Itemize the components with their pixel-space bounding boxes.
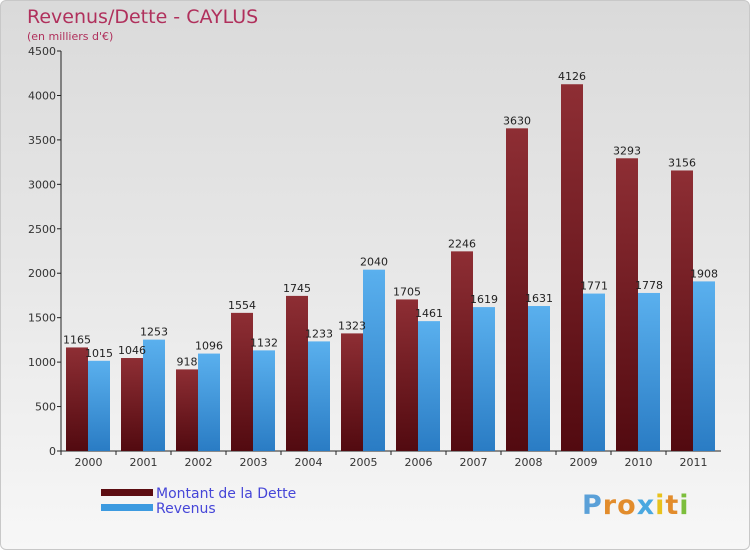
- y-tick-label: 1000: [28, 356, 56, 369]
- data-label: 2246: [448, 237, 476, 250]
- bar-revenus-2005: [363, 269, 385, 451]
- bar-dette-2001: [121, 358, 143, 451]
- data-label: 1165: [63, 333, 91, 346]
- x-tick-label: 2009: [570, 456, 598, 469]
- data-label: 1619: [470, 293, 498, 306]
- x-tick-label: 2010: [625, 456, 653, 469]
- chart-title: Revenus/Dette - CAYLUS: [27, 6, 259, 28]
- data-label: 1253: [140, 326, 168, 339]
- y-tick-label: 3500: [28, 134, 56, 147]
- bars: [66, 84, 715, 452]
- x-tick-label: 2002: [185, 456, 213, 469]
- data-label: 3630: [503, 114, 531, 127]
- logo-letter: x: [636, 490, 656, 521]
- bar-revenus-2006: [418, 321, 440, 451]
- chart-subtitle: (en milliers d'€): [27, 30, 114, 43]
- x-tick-label: 2005: [350, 456, 378, 469]
- bar-revenus-2004: [308, 341, 330, 451]
- data-label: 918: [177, 355, 198, 368]
- legend-swatch-debt: [101, 488, 153, 496]
- data-label: 1046: [118, 344, 146, 357]
- x-tick-label: 2007: [460, 456, 488, 469]
- bar-revenus-2002: [198, 353, 220, 451]
- y-tick-label: 500: [35, 401, 56, 414]
- bar-dette-2009: [561, 84, 583, 451]
- data-label: 1554: [228, 299, 256, 312]
- y-tick-label: 4000: [28, 89, 56, 102]
- bar-revenus-2011: [693, 281, 715, 451]
- legend-item-revenus: Revenus: [101, 501, 216, 517]
- data-label: 1778: [635, 279, 663, 292]
- data-label: 1233: [305, 327, 333, 340]
- legend-label-debt: Montant de la Dette: [156, 486, 297, 502]
- y-tick-label: 4500: [28, 45, 56, 58]
- x-tick-label: 2011: [680, 456, 708, 469]
- data-label: 1015: [85, 347, 113, 360]
- data-label: 1132: [250, 336, 278, 349]
- logo-letter: r: [602, 490, 618, 521]
- bar-dette-2011: [671, 170, 693, 451]
- y-tick-label: 2500: [28, 223, 56, 236]
- bar-dette-2006: [396, 299, 418, 451]
- bar-dette-2005: [341, 333, 363, 451]
- proxiti-logo: Proxiti: [582, 490, 690, 521]
- data-label: 1908: [690, 267, 718, 280]
- x-tick-label: 2006: [405, 456, 433, 469]
- y-tick-label: 1500: [28, 312, 56, 325]
- bar-revenus-2008: [528, 306, 550, 451]
- axes: 0 500 1000 1500 2000 2500 3000 3500 4000 4500 2000…: [28, 45, 721, 469]
- bar-revenus-2009: [583, 293, 605, 451]
- data-label: 1461: [415, 307, 443, 320]
- y-tick-label: 0: [49, 445, 56, 458]
- x-tick-label: 2001: [130, 456, 158, 469]
- data-label: 1631: [525, 292, 553, 305]
- bar-dette-2003: [231, 312, 253, 451]
- x-tick-label: 2004: [295, 456, 323, 469]
- bar-dette-2002: [176, 369, 198, 451]
- data-label: 4126: [558, 70, 586, 83]
- x-tick-label: 2003: [240, 456, 268, 469]
- bar-revenus-2003: [253, 350, 275, 451]
- bar-dette-2010: [616, 158, 638, 452]
- logo-letter: i: [655, 490, 666, 521]
- bar-dette-2004: [286, 295, 308, 451]
- legend-swatch-revenus: [101, 503, 153, 511]
- legend-label-revenus: Revenus: [156, 501, 216, 517]
- data-label: 1771: [580, 280, 608, 293]
- logo-letter: t: [665, 490, 680, 521]
- bar-dette-2000: [66, 347, 88, 451]
- bar-revenus-2001: [143, 339, 165, 451]
- bar-revenus-2010: [638, 292, 660, 451]
- data-label: 1745: [283, 282, 311, 295]
- x-tick-label: 2008: [515, 456, 543, 469]
- y-tick-label: 3000: [28, 178, 56, 191]
- y-tick-label: 2000: [28, 267, 56, 280]
- logo-letter: P: [582, 490, 603, 521]
- logo-letter: o: [617, 490, 637, 521]
- logo-letter: i: [679, 490, 690, 521]
- bar-revenus-2000: [88, 360, 110, 451]
- x-tick-label: 2000: [75, 456, 103, 469]
- legend-item-debt: Montant de la Dette: [101, 486, 296, 502]
- data-label: 1323: [338, 319, 366, 332]
- bar-dette-2007: [451, 251, 473, 451]
- data-label: 2040: [360, 256, 388, 269]
- data-label: 1096: [195, 340, 223, 353]
- data-label: 3156: [668, 156, 696, 169]
- data-label: 3293: [613, 144, 641, 157]
- bar-revenus-2007: [473, 307, 495, 451]
- bar-dette-2008: [506, 128, 528, 451]
- data-label: 1705: [393, 285, 421, 298]
